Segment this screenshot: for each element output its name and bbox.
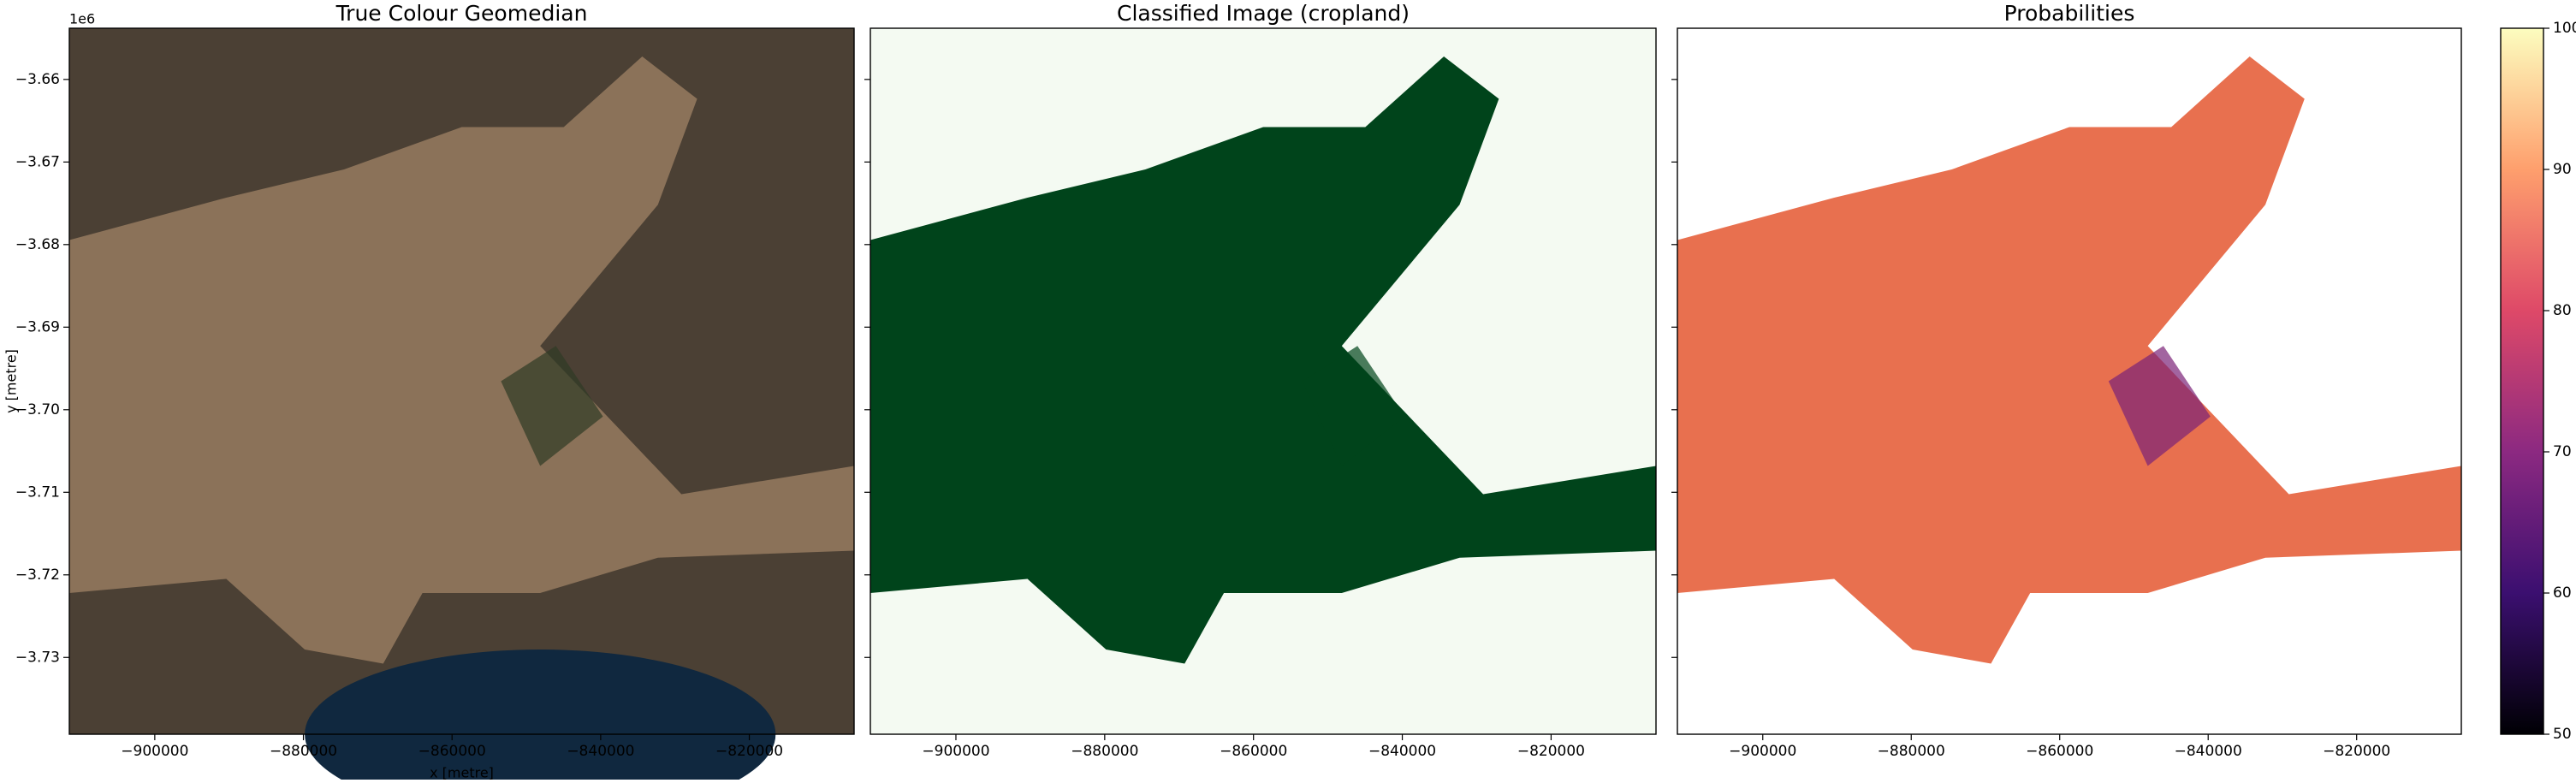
colorbar-tick-label: 90 xyxy=(2553,161,2572,178)
y-offset-text: 1e6 xyxy=(69,11,95,27)
axes-frame xyxy=(870,27,1657,735)
y-tick-label: −3.71 xyxy=(15,483,60,501)
colorbar-frame xyxy=(2500,27,2544,735)
x-tick-label: −840000 xyxy=(1368,743,1436,760)
x-tick-label: −820000 xyxy=(2323,743,2390,760)
panel-title: Classified Image (cropland) xyxy=(1117,1,1410,26)
x-axis-label: x [metre] xyxy=(430,765,494,780)
colorbar xyxy=(2501,28,2543,734)
x-tick-label: −860000 xyxy=(418,743,486,760)
image-region xyxy=(69,56,854,664)
y-tick-label: −3.69 xyxy=(15,318,60,335)
y-tick-label: −3.68 xyxy=(15,236,60,253)
x-tick-label: −900000 xyxy=(1729,743,1796,760)
y-tick-label: −3.73 xyxy=(15,649,60,666)
axes-frame xyxy=(68,27,855,735)
colorbar-tick-label: 70 xyxy=(2553,443,2572,460)
colorbar-tick-label: 50 xyxy=(2553,726,2572,743)
x-tick-label: −880000 xyxy=(1878,743,1945,760)
x-tick-label: −880000 xyxy=(270,743,337,760)
colorbar-tick-label: 100 xyxy=(2553,20,2576,37)
y-tick-label: −3.72 xyxy=(15,566,60,584)
panel-title: True Colour Geomedian xyxy=(335,1,588,26)
image-region xyxy=(2108,346,2211,466)
x-tick-label: −820000 xyxy=(715,743,783,760)
x-tick-label: −840000 xyxy=(2175,743,2242,760)
y-tick-label: −3.70 xyxy=(15,401,60,418)
sea xyxy=(305,650,776,783)
y-axis-label: y [metre] xyxy=(3,349,20,413)
y-tick-label: −3.66 xyxy=(15,71,60,88)
x-tick-label: −840000 xyxy=(567,743,634,760)
x-tick-label: −900000 xyxy=(121,743,188,760)
image-region xyxy=(501,346,603,466)
image-region xyxy=(870,56,1656,664)
colorbar-tick-label: 60 xyxy=(2553,584,2572,602)
axes-frame xyxy=(1677,27,2462,735)
colorbar-tick-label: 80 xyxy=(2553,302,2572,319)
x-tick-label: −860000 xyxy=(2026,743,2093,760)
x-tick-label: −860000 xyxy=(1220,743,1287,760)
x-tick-label: −900000 xyxy=(922,743,989,760)
x-tick-label: −880000 xyxy=(1071,743,1138,760)
y-tick-label: −3.67 xyxy=(15,153,60,170)
panel-title: Probabilities xyxy=(2004,1,2135,26)
image-region xyxy=(1677,56,2461,664)
image-region xyxy=(1302,346,1405,466)
x-tick-label: −820000 xyxy=(1517,743,1585,760)
